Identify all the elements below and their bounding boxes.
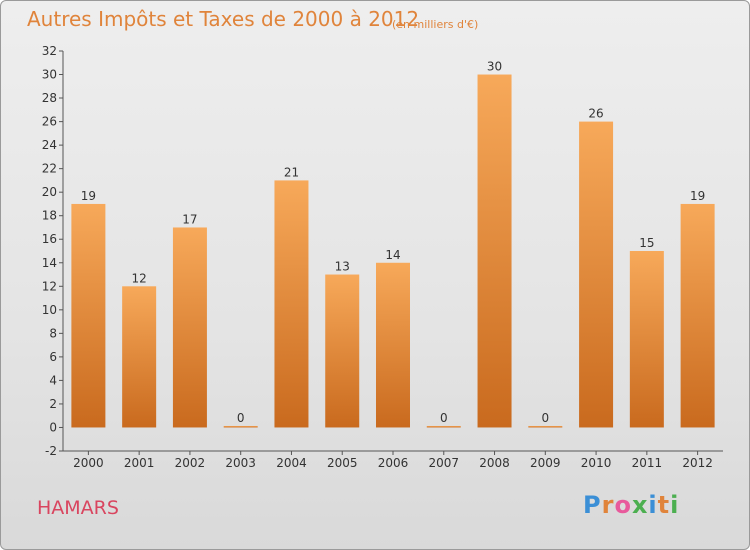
x-tick-label: 2007	[428, 456, 459, 470]
x-tick-label: 2009	[530, 456, 561, 470]
y-tick-label: 26	[42, 115, 57, 129]
logo-letter: t	[657, 491, 671, 519]
x-tick-label: 2000	[73, 456, 104, 470]
bar-2000	[71, 203, 106, 428]
chart-title: Autres Impôts et Taxes de 2000 à 2012	[27, 7, 420, 31]
y-tick-label: 0	[49, 420, 57, 434]
y-tick-label: 22	[42, 162, 57, 176]
y-tick-label: 24	[42, 138, 57, 152]
bar-2001	[122, 286, 157, 428]
y-tick-label: 12	[42, 279, 57, 293]
bar-2008	[477, 74, 512, 428]
x-tick-label: 2006	[378, 456, 409, 470]
bar-2005	[325, 274, 360, 428]
x-tick-label: 2010	[581, 456, 612, 470]
data-label-2004: 21	[284, 165, 299, 179]
logo-letter: o	[614, 491, 632, 519]
logo-letter: P	[583, 491, 602, 519]
bar-2006	[376, 262, 410, 428]
data-label-2009: 0	[541, 411, 549, 425]
x-tick-label: 2004	[276, 456, 307, 470]
x-tick-label: 2003	[225, 456, 256, 470]
y-tick-label: 2	[49, 397, 57, 411]
x-tick-label: 2002	[175, 456, 206, 470]
data-label-2001: 12	[132, 271, 147, 285]
y-tick-label: 4	[49, 373, 57, 387]
y-tick-label: 16	[42, 232, 57, 246]
data-label-2002: 17	[182, 212, 197, 226]
bar-2007	[426, 425, 461, 428]
bar-2011	[629, 251, 664, 428]
bar-2002	[172, 227, 207, 428]
bar-2012	[680, 203, 715, 428]
x-tick-label: 2012	[682, 456, 713, 470]
y-tick-label: 14	[42, 256, 57, 270]
data-label-2011: 15	[639, 236, 654, 250]
y-tick-label: -2	[45, 444, 57, 458]
y-tick-label: 18	[42, 209, 57, 223]
bar-2009	[528, 425, 563, 428]
data-label-2006: 14	[385, 248, 400, 262]
y-tick-label: 8	[49, 326, 57, 340]
chart-subtitle: (en milliers d'€)	[392, 18, 479, 31]
x-tick-label: 2005	[327, 456, 358, 470]
town-name: HAMARS	[37, 497, 119, 519]
y-tick-label: 10	[42, 303, 57, 317]
x-tick-label: 2011	[632, 456, 663, 470]
x-tick-label: 2001	[124, 456, 155, 470]
data-label-2008: 30	[487, 60, 502, 74]
data-label-2010: 26	[588, 107, 603, 121]
bar-2003	[223, 425, 258, 428]
logo-letter: x	[631, 491, 649, 519]
proxiti-logo[interactable]: Proxiti	[583, 491, 679, 519]
y-tick-label: 32	[42, 44, 57, 58]
data-label-2000: 19	[81, 189, 96, 203]
bar-2004	[274, 180, 309, 428]
y-tick-label: 6	[49, 350, 57, 364]
data-label-2003: 0	[237, 411, 245, 425]
logo-letter: i	[670, 491, 680, 519]
data-label-2012: 19	[690, 189, 705, 203]
data-label-2005: 13	[335, 260, 350, 274]
x-tick-label: 2008	[479, 456, 510, 470]
data-label-2007: 0	[440, 411, 448, 425]
logo-letter: i	[648, 491, 658, 519]
y-tick-label: 30	[42, 68, 57, 82]
y-tick-label: 20	[42, 185, 57, 199]
y-tick-label: 28	[42, 91, 57, 105]
logo-letter: r	[601, 491, 615, 519]
bar-2010	[579, 121, 614, 428]
